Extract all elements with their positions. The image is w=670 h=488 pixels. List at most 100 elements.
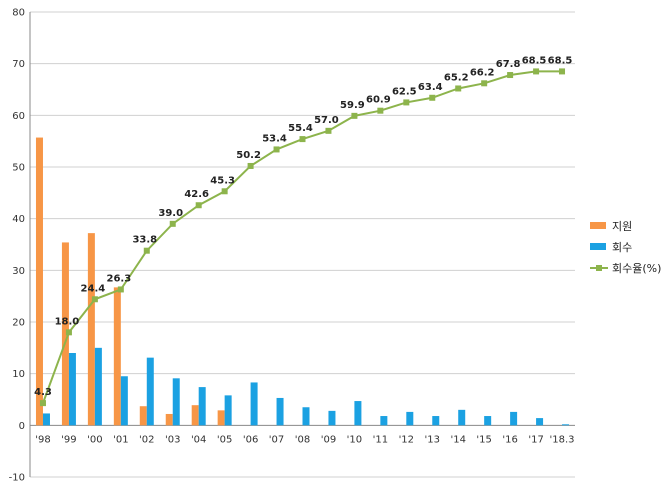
line-point (299, 136, 306, 143)
y-axis: -10 0 10 20 30 40 50 60 70 80 (9, 8, 31, 484)
line-point (377, 107, 384, 114)
bars (35, 137, 570, 426)
line-point (455, 85, 462, 92)
line-point (221, 188, 228, 195)
data-label: 60.9 (366, 95, 391, 106)
y-tick-label: 50 (12, 163, 25, 174)
line-point (325, 127, 332, 134)
line-point (351, 112, 358, 119)
bar-support (87, 233, 95, 426)
data-label: 45.3 (210, 175, 235, 186)
data-labels: 4.318.024.426.333.839.042.645.350.253.45… (34, 55, 572, 398)
data-label: 53.4 (262, 133, 287, 144)
x-tick-label: '99 (61, 434, 76, 445)
x-tick-label: '08 (295, 434, 310, 445)
bar-support (113, 287, 121, 426)
bar-recovery (302, 407, 310, 426)
data-label: 42.6 (184, 189, 209, 200)
legend-label: 회수 (612, 241, 632, 254)
legend-swatch (590, 222, 606, 229)
x-tick-label: '10 (347, 434, 362, 445)
data-label: 24.4 (81, 283, 106, 294)
legend-label: 지원 (612, 220, 632, 233)
bar-recovery (120, 376, 128, 426)
data-label: 62.5 (392, 86, 417, 97)
bar-recovery (94, 347, 102, 426)
y-tick-label: 70 (12, 59, 25, 70)
line-point (143, 247, 150, 254)
y-tick-label: 60 (12, 111, 25, 122)
legend-swatch (590, 243, 606, 250)
x-tick-label: '06 (243, 434, 258, 445)
legend-label: 회수율(%) (612, 262, 661, 275)
bar-support (191, 405, 199, 426)
line-point (429, 94, 436, 101)
y-tick-label: 0 (19, 421, 25, 432)
data-label: 65.2 (444, 72, 469, 83)
bar-recovery (42, 413, 50, 426)
x-tick-label: '18.3 (550, 434, 575, 445)
bar-recovery (562, 424, 570, 426)
data-label: 50.2 (236, 150, 261, 161)
y-tick-label: 40 (12, 214, 25, 225)
y-tick-label: 30 (12, 266, 25, 277)
bar-recovery (328, 410, 336, 426)
data-label: 67.8 (496, 59, 521, 70)
bar-support (139, 406, 147, 426)
bar-support (61, 242, 69, 426)
line-point (533, 68, 540, 75)
bar-recovery (172, 378, 180, 426)
y-tick-label: 20 (12, 318, 25, 329)
line-point (39, 400, 46, 407)
line-point (403, 99, 410, 106)
line-point (65, 329, 72, 336)
line-point (507, 72, 514, 79)
data-label: 33.8 (132, 235, 157, 246)
x-tick-label: '02 (139, 434, 154, 445)
data-label: 18.0 (55, 316, 80, 327)
bar-recovery (458, 409, 466, 426)
recovery-rate-line (39, 68, 566, 407)
data-label: 55.4 (288, 123, 313, 134)
x-tick-label: '04 (191, 434, 206, 445)
line-point (273, 146, 280, 153)
bar-support (165, 413, 173, 426)
x-tick-label: '05 (217, 434, 232, 445)
line-point (559, 68, 566, 75)
bar-support (217, 410, 225, 426)
data-label: 39.0 (158, 208, 183, 219)
y-tick-label: 80 (12, 8, 25, 19)
x-tick-label: '12 (399, 434, 414, 445)
x-tick-label: '98 (35, 434, 50, 445)
bar-recovery (510, 411, 518, 426)
bar-recovery (380, 416, 388, 426)
x-tick-label: '11 (373, 434, 388, 445)
x-axis: '98 '99 '00 '01 '02 '03 '04 '05 '06 '07 '08 '09 '10 '… (35, 434, 574, 445)
data-label: 68.5 (522, 55, 547, 66)
bar-recovery (536, 418, 544, 426)
x-tick-label: '13 (425, 434, 440, 445)
line-point (247, 162, 254, 169)
bar-recovery (250, 382, 258, 426)
y-tick-label: -10 (9, 473, 25, 484)
line-point (195, 202, 202, 209)
data-label: 57.0 (314, 115, 339, 126)
data-label: 66.2 (470, 67, 495, 78)
x-tick-label: '01 (113, 434, 128, 445)
bar-recovery (198, 387, 206, 426)
data-label: 26.3 (106, 273, 131, 284)
data-label: 59.9 (340, 100, 365, 111)
line-point (91, 296, 98, 303)
x-tick-label: '09 (321, 434, 336, 445)
bar-recovery (146, 357, 154, 426)
bar-recovery (224, 395, 232, 426)
x-tick-label: '17 (528, 434, 543, 445)
x-tick-label: '15 (476, 434, 491, 445)
bar-recovery (484, 416, 492, 426)
bar-recovery (354, 401, 362, 426)
data-label: 4.3 (34, 387, 52, 398)
bar-recovery (432, 416, 440, 426)
line-point (117, 286, 124, 293)
